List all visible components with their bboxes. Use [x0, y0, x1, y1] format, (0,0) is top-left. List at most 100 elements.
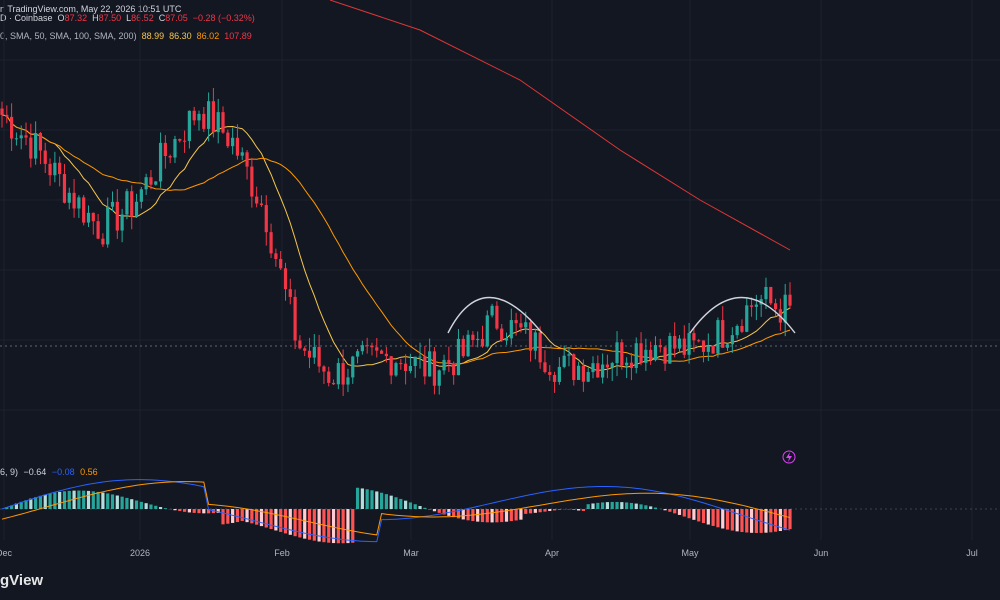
macd-bar	[96, 491, 100, 509]
candle-body	[745, 305, 749, 332]
candle-body	[43, 150, 47, 164]
macd-bar	[62, 491, 67, 509]
candle-body	[452, 363, 456, 376]
macd-bar	[163, 508, 167, 509]
candle-body	[668, 336, 672, 364]
flash-icon[interactable]	[782, 450, 796, 464]
macd-bar	[154, 505, 158, 509]
candle-body	[355, 351, 360, 357]
candle-body	[399, 363, 403, 365]
macd-bar	[182, 509, 187, 512]
candle-body	[53, 162, 57, 176]
candle-body	[480, 338, 485, 347]
candle-body	[408, 366, 413, 371]
candle-body	[182, 140, 187, 142]
candle-body	[91, 212, 95, 222]
chart-header: n TradingView.com, May 22, 2026 10:51 UT…	[0, 0, 1000, 44]
x-tick-label: Mar	[403, 548, 419, 558]
macd-bar	[5, 507, 9, 509]
price-chart[interactable]: Dec 2026 Feb Mar Apr May Jun Jul 6, 9) −0.64 −0…	[0, 0, 1000, 566]
x-axis: Dec 2026 Feb Mar Apr May Jun Jul	[0, 548, 978, 558]
macd-bar	[610, 501, 614, 509]
macd-bar	[341, 509, 345, 544]
macd-bar	[476, 509, 480, 522]
macd-bar	[697, 509, 701, 522]
macd-bar	[625, 502, 629, 509]
macd-bar	[134, 500, 139, 509]
macd-bar	[250, 509, 254, 524]
candle-body	[62, 174, 67, 203]
macd-bar	[91, 491, 95, 509]
candle-body	[10, 116, 14, 139]
candle-body	[783, 294, 787, 323]
candle-body	[24, 135, 28, 138]
candle-body	[96, 221, 100, 239]
candle-body	[106, 206, 110, 245]
macd-bar	[29, 498, 33, 509]
high-value: 87.50	[98, 13, 122, 23]
macd-bar	[125, 497, 129, 509]
candle-body	[34, 132, 38, 159]
candle-body	[19, 135, 23, 139]
macd-bar	[677, 509, 682, 515]
macd-bar	[346, 509, 350, 544]
macd-bar	[106, 493, 110, 509]
candle-body	[735, 325, 739, 336]
source-text: n TradingView.com, May 22, 2026 10:51 UT…	[0, 4, 182, 14]
macd-bar	[192, 509, 196, 513]
macd-bar	[34, 497, 38, 509]
candle-body	[466, 334, 470, 357]
candle-body	[317, 347, 321, 367]
candle-body	[58, 162, 62, 175]
macd-bar	[144, 503, 148, 509]
candle-body	[456, 338, 461, 376]
macd-bar	[552, 509, 557, 511]
macd-bar	[745, 509, 749, 533]
candle-body	[231, 137, 235, 147]
macd-bar	[682, 509, 686, 517]
macd-bar	[413, 504, 417, 509]
candle-body	[346, 377, 350, 385]
candle-body	[610, 363, 614, 368]
candle-body	[384, 353, 388, 357]
candle-body	[288, 289, 292, 297]
candle-body	[533, 332, 537, 351]
macd-bar	[423, 507, 427, 509]
macd-bar	[591, 503, 595, 509]
candle-body	[567, 354, 571, 356]
macd-bar	[19, 501, 23, 509]
macd-bar	[399, 498, 403, 509]
candle-body	[471, 334, 475, 340]
candle-body	[120, 214, 124, 231]
x-tick-label: 2026	[130, 548, 150, 558]
moving-average-line	[1, 114, 791, 372]
macd-bar	[53, 492, 57, 509]
candle-body	[625, 362, 629, 366]
macd-bar	[576, 509, 581, 511]
candle-body	[130, 191, 134, 217]
candle-body	[552, 374, 557, 382]
macd-bar	[202, 509, 206, 514]
candle-body	[240, 152, 244, 156]
candle-body	[67, 192, 71, 203]
candle-body	[235, 137, 240, 156]
candle-body	[226, 132, 230, 147]
macd-bar	[773, 509, 778, 532]
candle-body	[125, 191, 129, 215]
candle-body	[29, 137, 33, 159]
candle-body	[605, 364, 610, 368]
candle-body	[207, 101, 211, 129]
macd-bar	[394, 497, 398, 509]
macd-bar	[764, 509, 768, 533]
macd-bar	[197, 509, 201, 514]
macd-bar	[221, 509, 225, 525]
candle-body	[187, 110, 191, 141]
candle-body	[538, 332, 542, 363]
candle-body	[706, 345, 710, 352]
macd-bar	[303, 509, 307, 539]
candle-body	[673, 336, 677, 349]
candle-body	[528, 322, 533, 351]
candle-body	[615, 342, 619, 364]
candle-body	[375, 347, 379, 351]
candle-body	[754, 304, 758, 307]
